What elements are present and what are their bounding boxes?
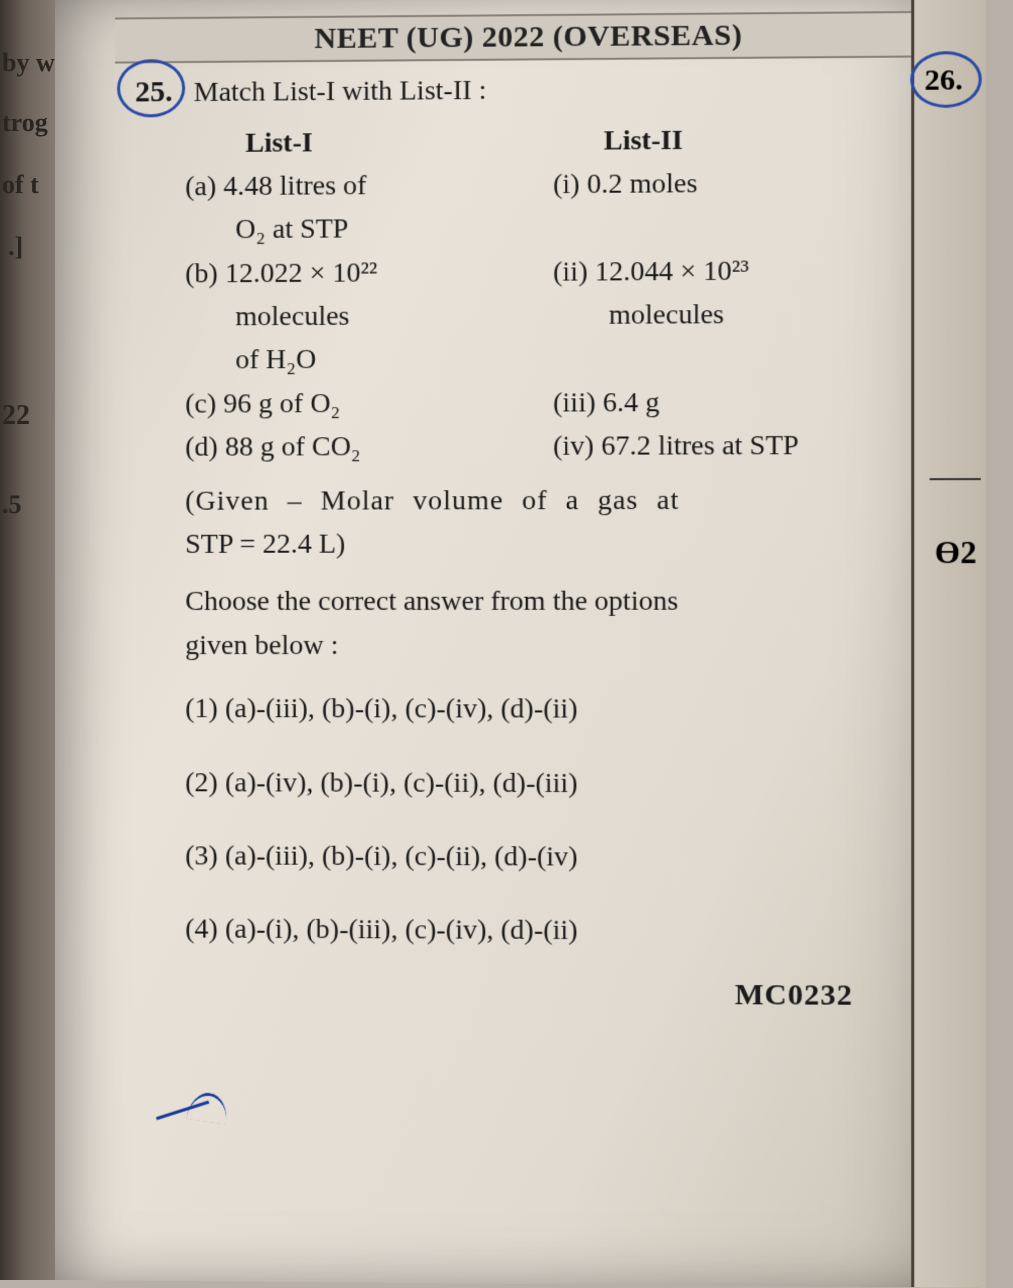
row-b2: molecules molecules	[135, 292, 914, 339]
item-b-line3: of H₂O	[135, 337, 568, 382]
edge-frag: .5	[2, 490, 22, 520]
edge-frag: trog	[2, 108, 48, 138]
rule-frag	[930, 478, 981, 480]
row-a2: O₂ at STP	[135, 204, 914, 252]
list-headers: List-I List-II	[135, 117, 914, 166]
item-b-line2: molecules	[135, 294, 538, 339]
item-iv: (iv) 67.2 litres at STP	[543, 424, 914, 469]
edge-frag: by w	[2, 48, 55, 78]
item-ii-line2: molecules	[538, 292, 914, 337]
q25-circle-annotation	[117, 59, 185, 118]
choose-text1: Choose the correct answer from the optio…	[185, 586, 678, 617]
q25-stem: Match List-I with List-II :	[194, 75, 487, 108]
row-a: (a) 4.48 litres of (i) 0.2 moles	[135, 161, 914, 209]
choose-line2: given below :	[185, 624, 914, 668]
given-line: (Given – Molar volume of a gas at	[185, 478, 914, 523]
row-b3: of H₂O	[135, 336, 914, 383]
question-code: MC0232	[135, 969, 853, 1019]
item-d: (d) 88 g of CO₂	[135, 425, 543, 470]
question-body: 25. Match List-I with List-II : List-I L…	[55, 63, 986, 1020]
item-c: (c) 96 g of O₂	[135, 381, 543, 426]
option-1: (1) (a)-(iii), (b)-(i), (c)-(iv), (d)-(i…	[185, 687, 914, 731]
row-d: (d) 88 g of CO₂ (iv) 67.2 litres at STP	[135, 424, 914, 470]
item-a-line2: O₂ at STP	[135, 206, 568, 252]
edge-frag: 22	[2, 400, 30, 432]
list1-head: List-I	[135, 119, 553, 165]
page: NEET (UG) 2022 (OVERSEAS) 26. Ө2 25. Mat…	[55, 0, 986, 1288]
item-b-line1: (b) 12.022 × 10²²	[135, 250, 543, 296]
option-4: (4) (a)-(i), (b)-(iii), (c)-(iv), (d)-(i…	[185, 908, 914, 954]
item-ii-line1: (ii) 12.044 × 10²³	[543, 248, 914, 294]
q26-symbol: Ө2	[935, 534, 977, 571]
row-b: (b) 12.022 × 10²² (ii) 12.044 × 10²³	[135, 248, 914, 295]
edge-frag: .]	[8, 232, 23, 262]
stp-line: STP = 22.4 L)	[185, 522, 914, 567]
item-i: (i) 0.2 moles	[543, 161, 914, 207]
option-3: (3) (a)-(iii), (b)-(i), (c)-(ii), (d)-(i…	[185, 834, 914, 880]
list2-head: List-II	[553, 117, 914, 163]
exam-header: NEET (UG) 2022 (OVERSEAS)	[115, 11, 945, 64]
pen-mark-arc	[186, 1090, 230, 1125]
q26-circle-annotation	[910, 51, 982, 108]
exam-title: NEET (UG) 2022 (OVERSEAS)	[314, 18, 742, 55]
edge-frag: of t	[2, 170, 39, 200]
right-page-fragment: 26. Ө2	[911, 0, 986, 1288]
item-a-line1: (a) 4.48 litres of	[135, 163, 543, 209]
item-iii: (iii) 6.4 g	[543, 380, 914, 425]
row-c: (c) 96 g of O₂ (iii) 6.4 g	[135, 380, 914, 426]
choose-line1: Choose the correct answer from the optio…	[185, 580, 914, 624]
question-stem-row: 25. Match List-I with List-II :	[135, 64, 914, 116]
option-2: (2) (a)-(iv), (b)-(i), (c)-(ii), (d)-(ii…	[185, 761, 914, 806]
